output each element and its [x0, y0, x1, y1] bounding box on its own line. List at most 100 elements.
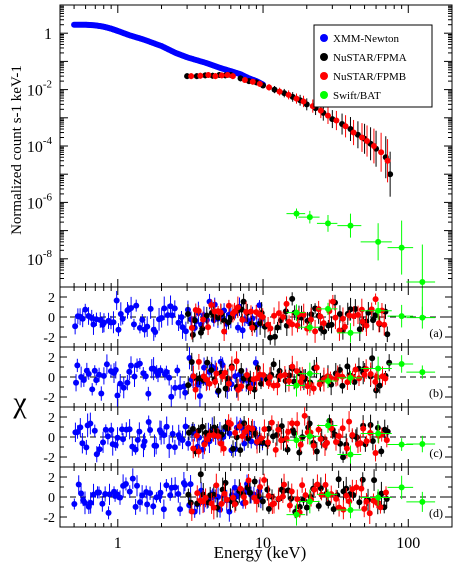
residual-point — [278, 437, 285, 444]
residual-point — [334, 372, 341, 379]
legend-label: NuSTAR/FPMA — [333, 52, 407, 64]
residual-point — [344, 363, 351, 370]
residual-point — [233, 358, 240, 365]
residual-point — [142, 373, 149, 380]
residual-point — [398, 313, 405, 320]
residual-point — [346, 418, 353, 425]
residual-point — [96, 371, 103, 378]
residual-point — [175, 319, 182, 326]
residual-point — [271, 333, 278, 340]
residual-point — [381, 321, 388, 328]
residual-y-tick-label: 0 — [48, 431, 55, 446]
residual-point — [75, 481, 82, 488]
residual-point — [225, 302, 232, 309]
residual-point — [282, 308, 289, 315]
residual-point — [289, 363, 296, 370]
residual-point — [303, 504, 310, 511]
data-point — [300, 98, 307, 105]
data-point — [419, 279, 426, 286]
residual-point — [81, 499, 88, 506]
residual-point — [293, 368, 300, 375]
residual-point — [150, 503, 157, 510]
residual-point — [157, 489, 164, 496]
residual-point — [280, 313, 287, 320]
residual-point — [247, 489, 254, 496]
residual-point — [310, 385, 317, 392]
residual-point — [224, 375, 231, 382]
main-y-tick-label: 10-4 — [27, 135, 53, 156]
residual-point — [102, 490, 109, 497]
residual-point — [242, 499, 249, 506]
residual-point — [272, 446, 279, 453]
residual-point — [275, 426, 282, 433]
main-y-tick-label: 10-2 — [27, 79, 52, 100]
residual-point — [158, 314, 165, 321]
data-point — [350, 129, 357, 136]
data-point — [197, 72, 204, 79]
residual-point — [307, 316, 314, 323]
residual-point — [96, 489, 103, 496]
residual-point — [293, 511, 300, 518]
residual-point — [382, 375, 389, 382]
residual-point — [104, 433, 111, 440]
x-tick-label: 1 — [114, 535, 122, 552]
residual-y-tick-label: 2 — [48, 351, 55, 366]
residual-point — [136, 324, 143, 331]
residual-point — [194, 490, 201, 497]
residual-point — [363, 498, 370, 505]
residual-point — [245, 435, 252, 442]
residual-point — [313, 448, 320, 455]
data-point — [224, 71, 231, 78]
residual-point — [315, 503, 322, 510]
residual-point — [98, 390, 105, 397]
residual-point — [136, 360, 143, 367]
residual-point — [136, 428, 143, 435]
residual-point — [367, 370, 374, 377]
residual-point — [376, 382, 383, 389]
residual-point — [119, 315, 126, 322]
residual-point — [375, 494, 382, 501]
residual-point — [294, 420, 301, 427]
residual-point — [93, 377, 100, 384]
residual-point — [189, 425, 196, 432]
residual-point — [352, 306, 359, 313]
residual-point — [419, 369, 426, 376]
residual-point — [336, 366, 343, 373]
residual-point — [100, 439, 107, 446]
series-nustar-fpmb — [188, 71, 391, 183]
residual-point — [398, 441, 405, 448]
x-tick-label: 100 — [396, 535, 420, 552]
residual-point — [419, 498, 426, 505]
residual-y-tick-label: 0 — [48, 311, 55, 326]
residual-point — [83, 444, 90, 451]
residual-point — [186, 429, 193, 436]
residual-point — [274, 324, 281, 331]
residual-point — [201, 364, 208, 371]
data-point — [398, 244, 405, 251]
residual-point — [346, 498, 353, 505]
residual-point — [254, 438, 261, 445]
residual-point — [220, 445, 227, 452]
panel-label: (d) — [429, 506, 443, 520]
residual-point — [349, 432, 356, 439]
residual-point — [293, 309, 300, 316]
residual-point — [189, 331, 196, 338]
residual-point — [284, 446, 291, 453]
residual-point — [73, 379, 80, 386]
residual-point — [275, 310, 282, 317]
residual-point — [153, 442, 160, 449]
residual-point — [227, 420, 234, 427]
main-y-tick-label: 1 — [44, 26, 52, 43]
residual-point — [169, 312, 176, 319]
residual-point — [89, 386, 96, 393]
residual-point — [179, 436, 186, 443]
residual-point — [208, 367, 215, 374]
residual-point — [268, 419, 275, 426]
residual-point — [199, 423, 206, 430]
residual-point — [178, 314, 185, 321]
residual-point — [267, 325, 274, 332]
residual-point — [324, 305, 331, 312]
residual-point — [105, 509, 112, 516]
residual-point — [324, 491, 331, 498]
residual-point — [161, 305, 168, 312]
